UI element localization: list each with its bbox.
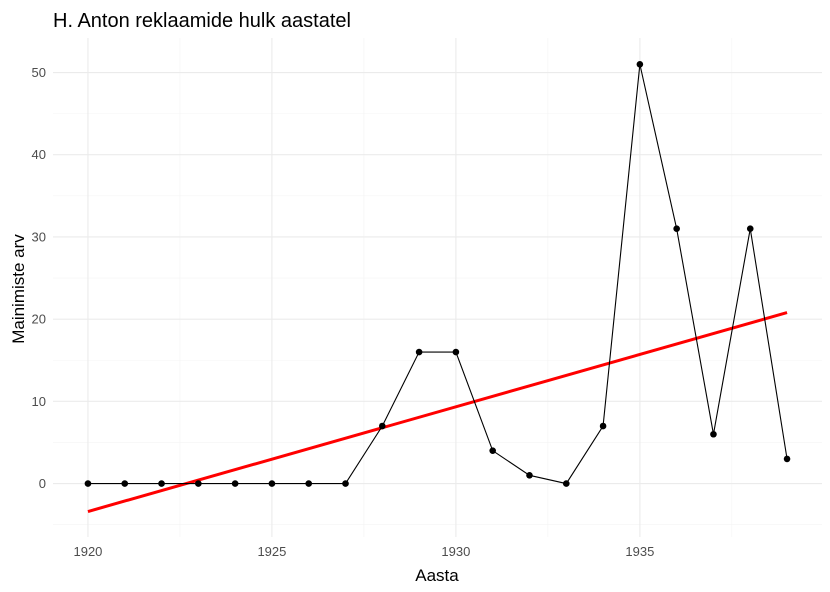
data-point (526, 472, 533, 479)
series-line (87, 64, 788, 485)
x-axis-tick-labels: 1920 1925 1930 1935 (73, 544, 654, 559)
data-point (599, 422, 607, 430)
x-tick-label: 1925 (257, 544, 286, 559)
data-point (342, 480, 349, 487)
x-tick-label: 1935 (625, 544, 654, 559)
y-tick-label: 40 (32, 147, 46, 162)
x-tick-label: 1930 (441, 544, 470, 559)
y-axis-title: Mainimiste arv (9, 234, 28, 344)
data-point (710, 430, 717, 438)
data-point (84, 480, 92, 487)
chart-title: H. Anton reklaamide hulk aastatel (53, 10, 351, 32)
data-point (305, 480, 313, 487)
x-tick-label: 1920 (73, 544, 102, 559)
trend-line-layer (87, 311, 788, 513)
series-layer (84, 61, 791, 487)
data-point (195, 480, 202, 487)
data-point (746, 225, 754, 233)
data-point (158, 480, 165, 487)
trend-line (87, 311, 788, 513)
data-point (379, 422, 386, 430)
y-tick-label: 20 (32, 312, 46, 327)
data-point (452, 348, 460, 356)
data-point (231, 480, 239, 487)
y-tick-label: 50 (32, 65, 46, 80)
data-point (268, 480, 276, 487)
data-point (121, 480, 129, 487)
y-tick-label: 0 (39, 476, 46, 491)
x-axis-title: Aasta (415, 566, 459, 585)
y-tick-label: 10 (32, 394, 46, 409)
data-point (489, 447, 496, 454)
grid-lines (53, 38, 822, 537)
data-point (636, 61, 644, 68)
data-point (415, 348, 423, 356)
data-point (673, 225, 680, 233)
y-axis-tick-labels: 0 10 20 30 40 50 (32, 65, 46, 491)
y-tick-label: 30 (32, 229, 46, 244)
data-point (783, 455, 791, 463)
data-point (562, 480, 570, 487)
